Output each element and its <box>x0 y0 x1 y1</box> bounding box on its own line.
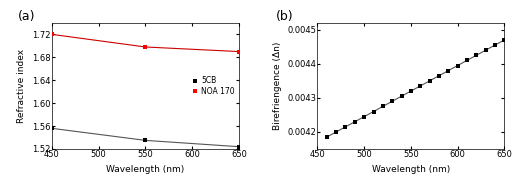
Text: (a): (a) <box>18 10 36 23</box>
NOA 170 <box>49 33 55 36</box>
Text: (b): (b) <box>276 10 294 23</box>
NOA 170 <box>142 46 149 48</box>
Legend: 5CB, NOA 170: 5CB, NOA 170 <box>191 76 235 96</box>
5CB <box>49 127 55 129</box>
Y-axis label: Refractive index: Refractive index <box>18 49 27 123</box>
X-axis label: Wavelength (nm): Wavelength (nm) <box>107 165 185 174</box>
X-axis label: Wavelength (nm): Wavelength (nm) <box>372 165 450 174</box>
Line: 5CB: 5CB <box>50 126 241 149</box>
5CB <box>142 139 149 142</box>
Y-axis label: Birefriengence (Δn): Birefriengence (Δn) <box>272 42 281 130</box>
5CB <box>236 146 242 148</box>
NOA 170 <box>236 50 242 53</box>
Line: NOA 170: NOA 170 <box>50 32 241 54</box>
